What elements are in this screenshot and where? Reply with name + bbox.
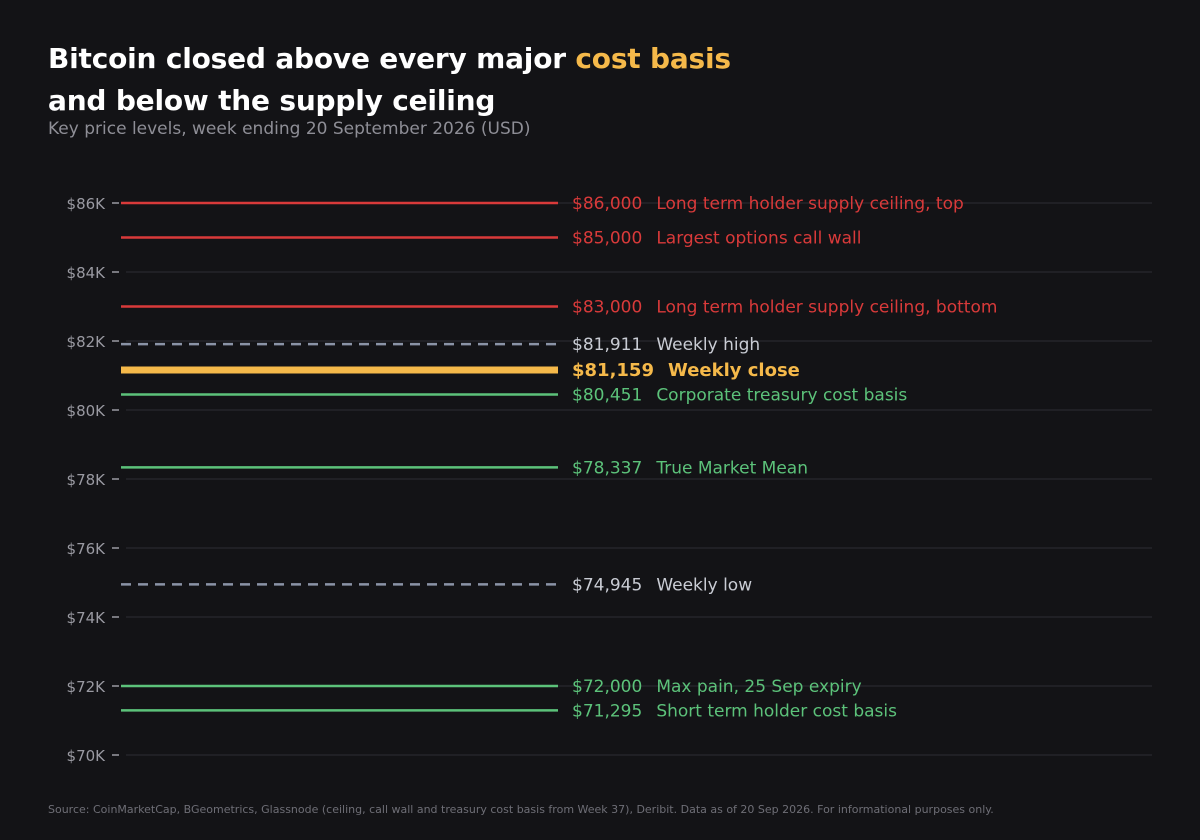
chart-title-highlight: cost basis (575, 42, 731, 75)
level-name: Max pain, 25 Sep expiry (656, 677, 861, 697)
level-close: $81,159 Weekly close (121, 360, 800, 381)
level-label: $81,159 Weekly close (572, 360, 800, 381)
level-support: $80,451 Corporate treasury cost basis (121, 385, 907, 405)
grid-layer (126, 202, 1152, 756)
level-range: $74,945 Weekly low (121, 575, 752, 595)
level-name: Weekly high (656, 335, 760, 355)
y-tick-label: $78K (67, 471, 107, 489)
y-tick-label: $86K (67, 195, 107, 213)
level-value: $81,911 (572, 335, 642, 355)
y-tick-label: $70K (67, 747, 107, 765)
level-label: $71,295 Short term holder cost basis (572, 701, 897, 721)
chart-title-part-2: and below the supply ceiling (48, 84, 496, 117)
y-tick-label: $74K (67, 609, 107, 627)
y-tick-label: $76K (67, 540, 107, 558)
level-label: $74,945 Weekly low (572, 575, 752, 595)
level-name: Corporate treasury cost basis (656, 385, 907, 405)
level-value: $81,159 (572, 360, 654, 381)
level-name: Weekly low (656, 575, 752, 595)
level-label: $80,451 Corporate treasury cost basis (572, 385, 907, 405)
chart-title-part-1: Bitcoin closed above every major (48, 42, 576, 75)
level-name: Weekly close (668, 360, 800, 381)
level-label: $83,000 Long term holder supply ceiling, … (572, 298, 997, 318)
y-tick-label: $72K (67, 678, 107, 696)
chart-title: Bitcoin closed above every major cost ba… (48, 38, 1148, 122)
level-value: $72,000 (572, 677, 642, 697)
y-tick-label: $82K (67, 333, 107, 351)
level-support: $78,337 True Market Mean (121, 458, 808, 478)
y-tick-label: $80K (67, 402, 107, 420)
level-label: $85,000 Largest options call wall (572, 229, 861, 249)
level-label: $86,000 Long term holder supply ceiling, … (572, 194, 964, 214)
level-resistance: $85,000 Largest options call wall (121, 229, 861, 249)
level-value: $85,000 (572, 229, 642, 249)
level-support: $72,000 Max pain, 25 Sep expiry (121, 677, 862, 697)
y-tick-label: $84K (67, 264, 107, 282)
level-label: $78,337 True Market Mean (572, 458, 808, 478)
chart-subtitle: Key price levels, week ending 20 Septemb… (48, 119, 531, 139)
level-value: $83,000 (572, 298, 642, 318)
y-axis: $86K $84K $82K $80K $78K $76K $74K $72K $70K (67, 195, 119, 765)
level-resistance: $86,000 Long term holder supply ceiling, … (121, 194, 964, 214)
level-name: Long term holder supply ceiling, bottom (656, 298, 997, 318)
level-value: $86,000 (572, 194, 642, 214)
level-value: $80,451 (572, 385, 642, 405)
level-range: $81,911 Weekly high (121, 335, 760, 355)
level-name: Short term holder cost basis (656, 701, 897, 721)
source-note: Source: CoinMarketCap, BGeometrics, Glas… (48, 803, 994, 816)
level-value: $74,945 (572, 575, 642, 595)
level-name: Long term holder supply ceiling, top (656, 194, 963, 214)
level-value: $71,295 (572, 701, 642, 721)
level-label: $72,000 Max pain, 25 Sep expiry (572, 677, 862, 697)
level-resistance: $83,000 Long term holder supply ceiling, … (121, 298, 997, 318)
level-name: Largest options call wall (656, 229, 861, 249)
levels-layer: $86,000 Long term holder supply ceiling, … (121, 194, 997, 721)
level-name: True Market Mean (655, 458, 808, 478)
level-value: $78,337 (572, 458, 642, 478)
level-label: $81,911 Weekly high (572, 335, 760, 355)
level-support: $71,295 Short term holder cost basis (121, 701, 897, 721)
